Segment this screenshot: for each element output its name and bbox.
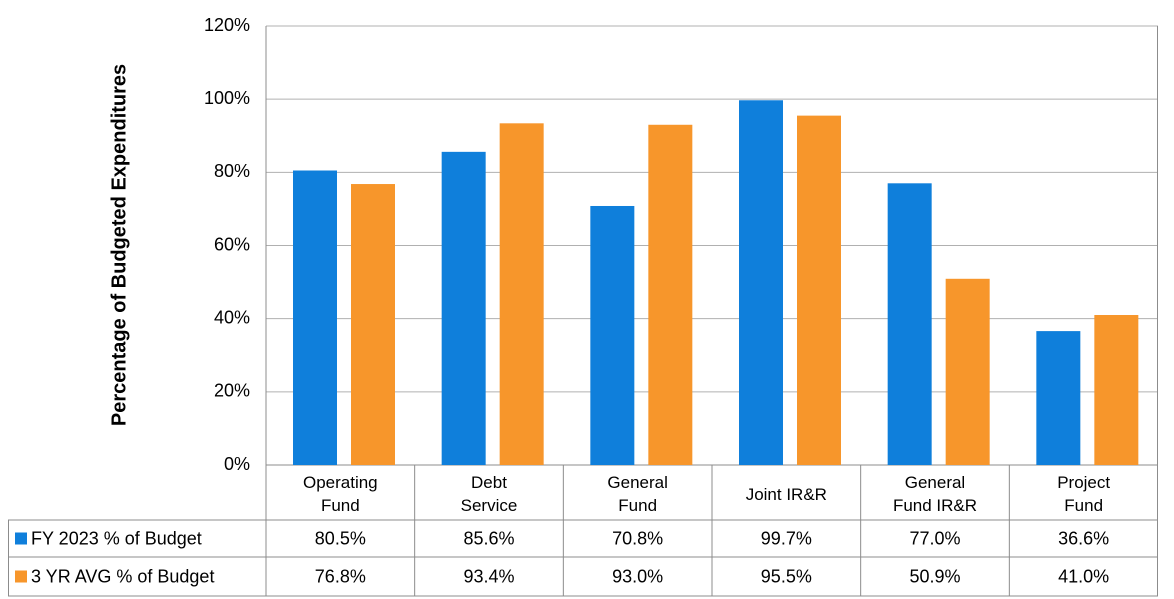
bar	[351, 184, 395, 466]
y-tick-label: 60%	[214, 234, 250, 254]
bar	[590, 205, 635, 466]
x-tick-label-box: Debt Service	[460, 473, 518, 515]
x-tick-label: General Fund IR&R	[892, 473, 978, 515]
bar	[945, 278, 990, 465]
data-label: 77.0%	[909, 528, 960, 548]
data-label: 80.5%	[315, 528, 366, 548]
bar	[441, 151, 486, 465]
bar	[1094, 315, 1139, 465]
x-tick-label: General Fund	[607, 473, 668, 515]
y-tick-label: 40%	[214, 307, 250, 327]
x-tick-label: Project Fund	[1057, 473, 1111, 515]
data-label: 41.0%	[1058, 566, 1109, 586]
legend-swatch	[15, 532, 27, 545]
legend-swatch	[15, 570, 27, 583]
legend-label: 3 YR AVG % of Budget	[31, 566, 214, 586]
data-label: 36.6%	[1058, 528, 1109, 548]
legend-label: FY 2023 % of Budget	[31, 528, 202, 548]
data-label: 95.5%	[761, 566, 812, 586]
bar	[887, 183, 932, 465]
data-label: 99.7%	[761, 528, 812, 548]
y-tick-label: 0%	[224, 454, 250, 474]
y-axis-label: Percentage of Budgeted Expenditures	[108, 64, 130, 426]
y-tick-label: 80%	[214, 161, 250, 181]
x-tick-label: Joint IR&R	[745, 484, 827, 504]
bar	[293, 170, 337, 466]
x-tick-label-box: Operating Fund	[302, 473, 378, 515]
bar	[648, 124, 693, 466]
bar	[739, 100, 783, 466]
y-tick-label: 20%	[214, 381, 250, 401]
x-tick-label-box: General Fund	[607, 473, 668, 515]
data-label: 50.9%	[909, 566, 960, 586]
data-label: 93.4%	[463, 566, 514, 586]
x-tick-label: Debt Service	[460, 473, 518, 515]
data-label: 76.8%	[315, 566, 366, 586]
y-tick-label: 100%	[204, 88, 250, 108]
data-label: 70.8%	[612, 528, 663, 548]
bar	[1036, 331, 1081, 465]
data-label: 85.6%	[463, 528, 514, 548]
x-tick-label: Operating Fund	[302, 473, 378, 515]
bar	[499, 123, 544, 465]
x-tick-label-box: Project Fund	[1057, 473, 1111, 515]
bar	[797, 115, 841, 466]
data-label: 93.0%	[612, 566, 663, 586]
x-tick-label-box: General Fund IR&R	[892, 473, 978, 515]
x-tick-label-box: Joint IR&R	[745, 484, 827, 504]
y-tick-label: 120%	[204, 15, 250, 35]
